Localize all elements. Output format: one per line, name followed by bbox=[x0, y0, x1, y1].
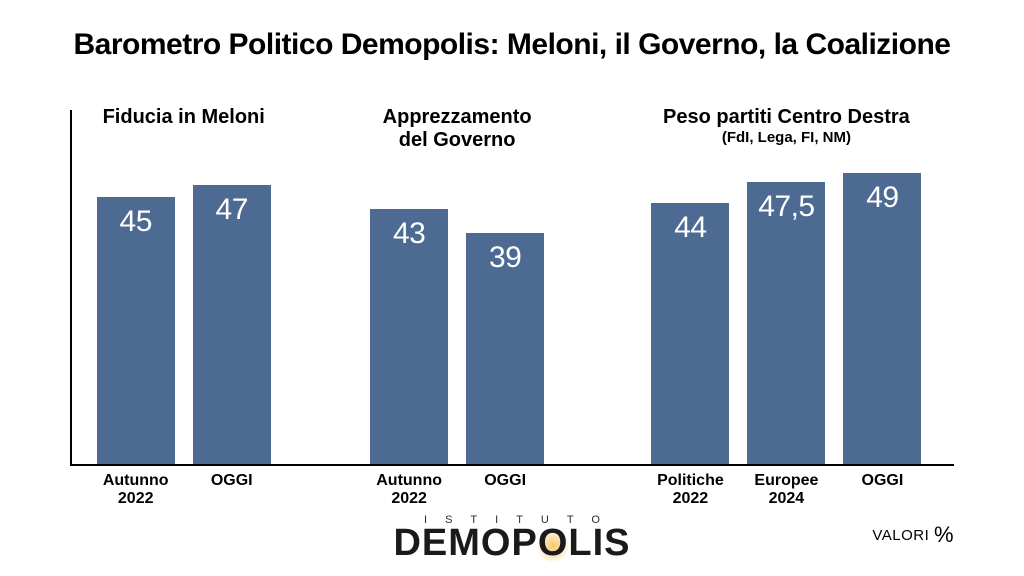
chart-area: Fiducia in Meloni45Autunno202247OGGIAppr… bbox=[70, 110, 954, 466]
bars-row: 44Politiche202247,5Europee202449OGGI bbox=[651, 110, 921, 464]
chart-title: Barometro Politico Demopolis: Meloni, il… bbox=[0, 28, 1024, 62]
bars-row: 43Autunno202239OGGI bbox=[370, 110, 544, 464]
group-gap bbox=[569, 110, 619, 464]
units-label: VALORI % bbox=[872, 522, 954, 548]
bar-rect: 49 bbox=[843, 173, 921, 464]
bar-rect: 47 bbox=[193, 185, 271, 464]
chart-group: Fiducia in Meloni45Autunno202247OGGI bbox=[72, 110, 295, 464]
units-text: VALORI bbox=[872, 527, 929, 544]
bar-value: 49 bbox=[866, 181, 898, 215]
bar: 45Autunno2022 bbox=[97, 110, 175, 464]
footer: ISTITUTO DEMOPOLIS VALORI % bbox=[0, 490, 1024, 560]
bar-rect: 45 bbox=[97, 197, 175, 464]
bars-row: 45Autunno202247OGGI bbox=[97, 110, 271, 464]
chart-group: Apprezzamentodel Governo43Autunno202239O… bbox=[345, 110, 568, 464]
bar-rect: 43 bbox=[370, 209, 448, 464]
group-gap bbox=[295, 110, 345, 464]
bar-value: 44 bbox=[674, 211, 706, 245]
bar-label: OGGI bbox=[458, 464, 552, 490]
bar-value: 45 bbox=[120, 205, 152, 239]
page: Barometro Politico Demopolis: Meloni, il… bbox=[0, 0, 1024, 576]
logo: ISTITUTO DEMOPOLIS bbox=[362, 514, 662, 560]
bar-rect: 44 bbox=[651, 203, 729, 464]
bar-value: 47 bbox=[216, 193, 248, 227]
logo-wordmark: DEMOPOLIS bbox=[393, 526, 630, 560]
bar: 43Autunno2022 bbox=[370, 110, 448, 464]
chart-group: Peso partiti Centro Destra(FdI, Lega, FI… bbox=[619, 110, 954, 464]
bar: 39OGGI bbox=[466, 110, 544, 464]
bar: 49OGGI bbox=[843, 110, 921, 464]
bar-value: 47,5 bbox=[758, 190, 814, 224]
bar: 47OGGI bbox=[193, 110, 271, 464]
bar-label: OGGI bbox=[185, 464, 279, 490]
percent-icon: % bbox=[934, 522, 954, 547]
bar-label: OGGI bbox=[836, 464, 930, 490]
bar: 44Politiche2022 bbox=[651, 110, 729, 464]
bar-value: 39 bbox=[489, 241, 521, 275]
bar-rect: 39 bbox=[466, 233, 544, 464]
bar-rect: 47,5 bbox=[747, 182, 825, 464]
bar-value: 43 bbox=[393, 217, 425, 251]
bar: 47,5Europee2024 bbox=[747, 110, 825, 464]
